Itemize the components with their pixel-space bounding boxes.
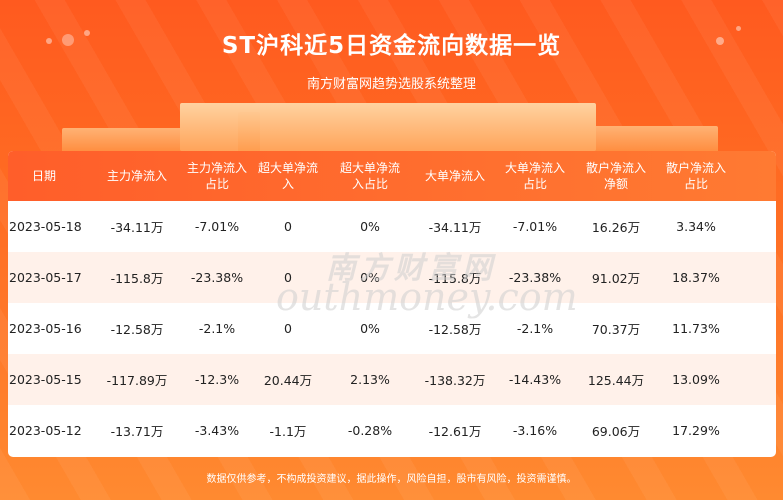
- table-cell: 2023-05-15: [9, 372, 82, 387]
- table-cell: -2.1%: [516, 321, 554, 336]
- table-row: 2023-05-17 -115.8万 -23.38% 0 0% -115.8万 …: [8, 252, 776, 303]
- table-cell: 17.29%: [672, 423, 720, 438]
- column-header-xl-ratio: 超大单净流 入占比: [339, 161, 400, 191]
- table-cell: -3.16%: [512, 423, 558, 438]
- table-cell: 0%: [360, 321, 380, 336]
- table-cell: -23.38%: [508, 270, 562, 285]
- decor-dot: [84, 30, 90, 36]
- decor-dot: [46, 38, 52, 44]
- column-header-main-ratio: 主力净流入 占比: [186, 161, 247, 191]
- table-cell: -115.8万: [428, 271, 482, 286]
- fund-flow-table: 日期 主力净流入 主力净流入 占比 超大单净流 入 超大单净流 入占比 大单净流…: [8, 151, 776, 457]
- decor-dot: [716, 37, 724, 45]
- column-header-date: 日期: [32, 169, 57, 183]
- table-cell: -12.3%: [194, 372, 240, 387]
- table-row: 2023-05-15 -117.89万 -12.3% 20.44万 2.13% …: [8, 354, 776, 405]
- table-header: 日期 主力净流入 主力净流入 占比 超大单净流 入 超大单净流 入占比 大单净流…: [8, 151, 776, 201]
- table-cell: 16.26万: [591, 220, 641, 235]
- table-cell: -115.8万: [110, 271, 164, 286]
- table-cell: 2.13%: [350, 372, 390, 387]
- table-cell: -34.11万: [110, 220, 164, 235]
- table-cell: -13.71万: [110, 424, 164, 439]
- column-header-large-inflow: 大单净流入: [424, 169, 485, 183]
- page-subtitle: 南方财富网趋势选股系统整理: [306, 77, 476, 92]
- table-cell: 0: [284, 219, 292, 234]
- table-cell: -12.58万: [110, 322, 164, 337]
- table-cell: 2023-05-18: [9, 219, 82, 234]
- table-cell: 0%: [360, 219, 380, 234]
- table-cell: 0: [284, 321, 292, 336]
- table-row: 2023-05-18 -34.11万 -7.01% 0 0% -34.11万 -…: [8, 201, 776, 252]
- column-header-retail-net: 散户净流入 净额: [585, 161, 646, 191]
- decor-dot: [62, 34, 74, 46]
- column-header-xl-inflow: 超大单净流 入: [257, 161, 318, 191]
- table-cell: -12.58万: [428, 322, 482, 337]
- table-cell: -1.1万: [269, 424, 307, 439]
- table-cell: 20.44万: [263, 373, 313, 388]
- table-cell: 3.34%: [676, 219, 716, 234]
- table-cell: 13.09%: [672, 372, 720, 387]
- table-cell: -2.1%: [198, 321, 236, 336]
- table-cell: 18.37%: [672, 270, 720, 285]
- table-cell: -14.43%: [508, 372, 562, 387]
- table-cell: -7.01%: [512, 219, 558, 234]
- table-cell: 2023-05-17: [9, 270, 82, 285]
- page-title: ST沪科近5日资金流向数据一览: [221, 33, 562, 59]
- footer-disclaimer: 数据仅供参考，不构成投资建议，据此操作，风险自担，股市有风险，投资需谨慎。: [206, 474, 577, 485]
- table-row: 2023-05-12 -13.71万 -3.43% -1.1万 -0.28% -…: [8, 405, 776, 456]
- column-header-main-inflow: 主力净流入: [106, 169, 167, 183]
- table-cell: -34.11万: [428, 220, 482, 235]
- table-row: 2023-05-16 -12.58万 -2.1% 0 0% -12.58万 -2…: [8, 303, 776, 354]
- table-cell: -138.32万: [424, 373, 486, 388]
- decor-block: [238, 112, 260, 154]
- table-cell: -23.38%: [190, 270, 244, 285]
- table-cell: -12.61万: [428, 424, 482, 439]
- table-cell: 0: [284, 270, 292, 285]
- table-cell: 125.44万: [587, 373, 645, 388]
- column-header-large-ratio: 大单净流入 占比: [504, 161, 565, 191]
- table-cell: -117.89万: [106, 373, 168, 388]
- table-cell: 69.06万: [591, 424, 641, 439]
- table-cell: -0.28%: [347, 423, 393, 438]
- table-cell: 2023-05-12: [9, 423, 82, 438]
- table-cell: -7.01%: [194, 219, 240, 234]
- table-cell: 91.02万: [591, 271, 641, 286]
- column-header-retail-ratio: 散户净流入 占比: [665, 161, 726, 191]
- table-cell: 70.37万: [591, 322, 641, 337]
- table-cell: 0%: [360, 270, 380, 285]
- table-cell: -3.43%: [194, 423, 240, 438]
- table-cell: 11.73%: [672, 321, 720, 336]
- decor-dot: [736, 26, 741, 31]
- table-cell: 2023-05-16: [9, 321, 82, 336]
